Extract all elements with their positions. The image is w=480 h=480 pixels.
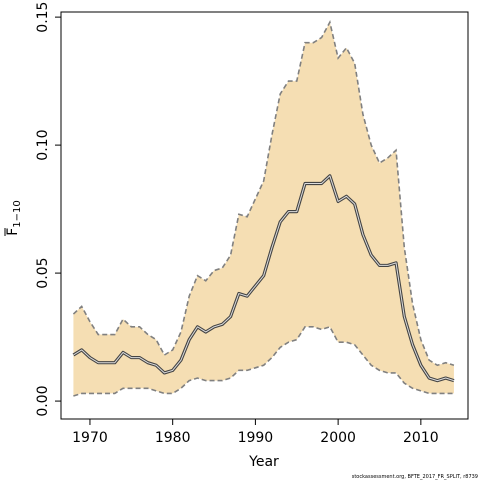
upper-bound-line — [72, 19, 455, 367]
lower-bound-line — [73, 325, 454, 397]
confidence-band-layer — [72, 19, 455, 397]
y-tick-label: 0.05 — [35, 258, 51, 289]
x-axis: 1970 1980 1990 2000 2010 — [72, 419, 439, 446]
y-axis-title-subscript: 1−10 — [12, 200, 23, 227]
y-axis-title-main: F — [5, 228, 21, 236]
x-tick-label: 1980 — [155, 430, 191, 446]
y-tick-label: 0.10 — [35, 130, 51, 161]
y-axis-title: F1−10 — [4, 200, 23, 236]
x-tick-label: 2010 — [403, 430, 439, 446]
estimate-line-layer — [72, 174, 455, 383]
x-tick-label: 1970 — [72, 430, 108, 446]
x-tick-label: 2000 — [320, 430, 356, 446]
plot-frame — [60, 11, 469, 420]
y-axis-title-text: F1−10 — [5, 200, 23, 236]
y-tick-label: 0.15 — [35, 2, 51, 33]
x-tick-label: 1990 — [238, 430, 274, 446]
credit-text: stockassessment.org, BFTE_2017_FR_SPLIT,… — [352, 474, 478, 480]
x-axis-title: Year — [248, 454, 279, 470]
y-tick-label: 0.00 — [35, 385, 51, 416]
estimate-line — [73, 175, 455, 382]
confidence-band — [73, 22, 454, 396]
y-axis: 0.00 0.05 0.10 0.15 — [35, 2, 61, 417]
